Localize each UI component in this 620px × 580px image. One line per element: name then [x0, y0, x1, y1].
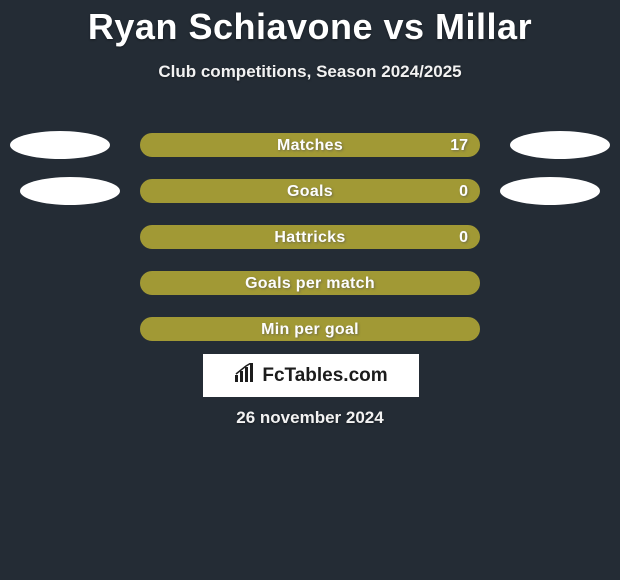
stat-label: Matches	[142, 137, 478, 155]
source-badge-text: FcTables.com	[262, 365, 387, 387]
stat-bar: Goals per match	[140, 271, 480, 295]
player-marker-left	[20, 177, 120, 205]
date-text: 26 november 2024	[0, 408, 620, 428]
page-title: Ryan Schiavone vs Millar	[0, 0, 620, 48]
stat-label: Hattricks	[142, 229, 478, 247]
player-marker-right	[500, 177, 600, 205]
chart-icon	[234, 363, 256, 388]
stat-bar: Min per goal	[140, 317, 480, 341]
stat-label: Min per goal	[142, 321, 478, 339]
comparison-chart: Matches17Goals0Hattricks0Goals per match…	[0, 122, 620, 352]
stat-value-right: 17	[450, 137, 468, 155]
player-marker-right	[510, 131, 610, 159]
stat-label: Goals per match	[142, 275, 478, 293]
stat-row: Goals0	[0, 168, 620, 214]
stat-label: Goals	[142, 183, 478, 201]
stat-row: Matches17	[0, 122, 620, 168]
stat-row: Hattricks0	[0, 214, 620, 260]
stat-value-right: 0	[459, 229, 468, 247]
stat-bar: Goals0	[140, 179, 480, 203]
stat-row: Min per goal	[0, 306, 620, 352]
stat-row: Goals per match	[0, 260, 620, 306]
page-subtitle: Club competitions, Season 2024/2025	[0, 62, 620, 82]
source-badge: FcTables.com	[203, 354, 419, 397]
player-marker-left	[10, 131, 110, 159]
stat-value-right: 0	[459, 183, 468, 201]
stat-bar: Matches17	[140, 133, 480, 157]
stat-bar: Hattricks0	[140, 225, 480, 249]
